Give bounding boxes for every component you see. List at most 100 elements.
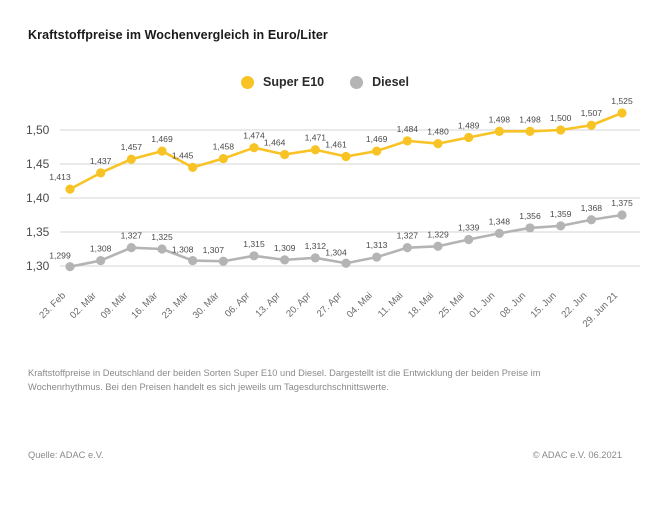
data-point-marker[interactable] [157, 244, 167, 254]
data-point-marker[interactable] [310, 253, 320, 263]
legend-label-diesel: Diesel [372, 75, 409, 89]
data-point-marker[interactable] [372, 146, 382, 156]
data-point-marker[interactable] [586, 120, 596, 130]
data-point-marker[interactable] [586, 215, 596, 225]
y-axis-tick-label: 1,40 [26, 191, 50, 205]
data-point-marker[interactable] [494, 228, 504, 238]
data-point-marker[interactable] [249, 251, 259, 261]
data-point-label: 1,469 [366, 134, 388, 144]
data-point-label: 1,327 [397, 231, 419, 241]
data-point-marker[interactable] [556, 221, 566, 231]
data-point-label: 1,339 [458, 222, 480, 232]
x-axis-tick-label: 22. Jun [559, 290, 589, 320]
data-point-marker[interactable] [341, 258, 351, 268]
data-point-marker[interactable] [218, 153, 228, 164]
chart-plot-area: 1,50 1,45 1,40 1,35 1,30 1,413 1,437 1,457 1,46… [26, 96, 640, 330]
x-axis-tick-label: 30. Mär [191, 290, 222, 321]
x-axis-tick-label: 13. Apr [254, 290, 284, 320]
data-point-marker[interactable] [126, 243, 136, 253]
data-point-marker[interactable] [433, 241, 443, 251]
data-point-marker[interactable] [249, 143, 259, 153]
data-point-marker[interactable] [402, 136, 412, 146]
source-left: Quelle: ADAC e.V. [28, 450, 104, 460]
data-point-marker[interactable] [280, 149, 290, 160]
x-axis-tick-label: 02. Mär [68, 290, 99, 321]
data-point-marker[interactable] [402, 243, 412, 253]
data-point-marker[interactable] [188, 162, 198, 172]
x-axis-tick-label: 06. Apr [223, 290, 253, 320]
data-point-marker[interactable] [433, 139, 443, 149]
data-point-marker[interactable] [556, 125, 566, 135]
data-point-label: 1,498 [489, 114, 511, 124]
data-point-label: 1,464 [264, 137, 286, 147]
data-point-label: 1,507 [581, 108, 603, 118]
data-point-label: 1,498 [519, 114, 541, 124]
legend-item-super-e10: Super E10 [241, 75, 324, 89]
x-axis-tick-label: 09. Mär [99, 290, 130, 321]
data-point-label: 1,312 [305, 241, 327, 251]
data-point-label: 1,313 [366, 240, 388, 250]
y-axis-tick-label: 1,50 [26, 123, 50, 137]
data-point-marker[interactable] [617, 108, 627, 118]
data-point-label: 1,359 [550, 209, 572, 219]
data-point-marker[interactable] [65, 262, 75, 272]
x-axis-tick-label: 15. Jun [529, 290, 559, 320]
circle-marker-icon [350, 75, 364, 89]
chart-footnote: Kraftstoffpreise in Deutschland der beid… [28, 368, 541, 393]
data-point-label: 1,308 [90, 244, 112, 254]
data-point-label: 1,445 [172, 150, 194, 160]
x-axis-tick-label: 08. Jun [498, 290, 528, 320]
gridlines [60, 129, 640, 267]
data-point-label: 1,484 [397, 124, 419, 134]
x-axis-tick-label: 20. Apr [284, 290, 314, 320]
data-point-label: 1,471 [305, 133, 327, 143]
data-point-marker[interactable] [96, 168, 106, 178]
data-point-marker[interactable] [494, 126, 504, 136]
source-right: © ADAC e.V. 06.2021 [532, 450, 622, 460]
legend-item-diesel: Diesel [350, 75, 409, 89]
x-axis-ticks: 23. Feb 02. Mär 09. Mär 16. Mär 23. Mär 30. M… [37, 290, 620, 330]
data-point-label: 1,474 [243, 131, 265, 141]
circle-marker-icon [241, 75, 254, 89]
line-chart-svg: 1,50 1,45 1,40 1,35 1,30 1,413 1,437 1,457 1,46… [26, 96, 640, 330]
series-line-super-e10 [68, 111, 624, 191]
data-point-marker[interactable] [525, 126, 535, 136]
data-point-label: 1,309 [274, 243, 296, 253]
data-point-marker[interactable] [310, 145, 320, 155]
source-row: Quelle: ADAC e.V. © ADAC e.V. 06.2021 [28, 450, 622, 460]
data-point-marker[interactable] [188, 255, 198, 266]
data-point-label: 1,375 [611, 198, 633, 208]
data-point-label: 1,469 [151, 134, 173, 144]
x-axis-tick-label: 01. Jun [467, 290, 497, 320]
data-point-marker[interactable] [218, 256, 228, 266]
data-point-label: 1,413 [49, 172, 71, 182]
x-axis-tick-label: 23. Feb [37, 290, 68, 321]
data-point-marker[interactable] [65, 184, 75, 194]
data-point-label: 1,304 [325, 247, 347, 257]
data-point-label: 1,489 [458, 120, 480, 130]
data-point-label: 1,458 [213, 142, 235, 152]
data-point-marker[interactable] [341, 151, 351, 162]
data-point-marker[interactable] [464, 234, 474, 245]
y-axis-tick-label: 1,30 [26, 259, 50, 273]
x-axis-tick-label: 18. Mai [406, 290, 436, 320]
data-point-marker[interactable] [464, 132, 474, 143]
data-point-label: 1,327 [121, 231, 143, 241]
data-point-marker[interactable] [525, 223, 535, 233]
x-axis-tick-label: 27. Apr [315, 290, 345, 320]
data-point-marker[interactable] [372, 252, 382, 262]
data-point-marker[interactable] [280, 255, 290, 265]
data-point-label: 1,457 [121, 142, 143, 152]
data-point-marker[interactable] [617, 210, 627, 220]
data-point-marker[interactable] [126, 154, 136, 164]
y-axis-tick-label: 1,35 [26, 225, 50, 239]
data-point-label: 1,368 [581, 203, 603, 213]
data-point-label: 1,500 [550, 113, 572, 123]
x-axis-tick-label: 04. Mai [345, 290, 375, 320]
legend-label-super-e10: Super E10 [263, 75, 325, 89]
data-point-label: 1,299 [49, 251, 71, 261]
data-point-label: 1,307 [203, 245, 225, 255]
data-point-marker[interactable] [96, 255, 106, 266]
x-axis-tick-label: 16. Mär [129, 290, 160, 321]
data-point-marker[interactable] [157, 146, 167, 156]
